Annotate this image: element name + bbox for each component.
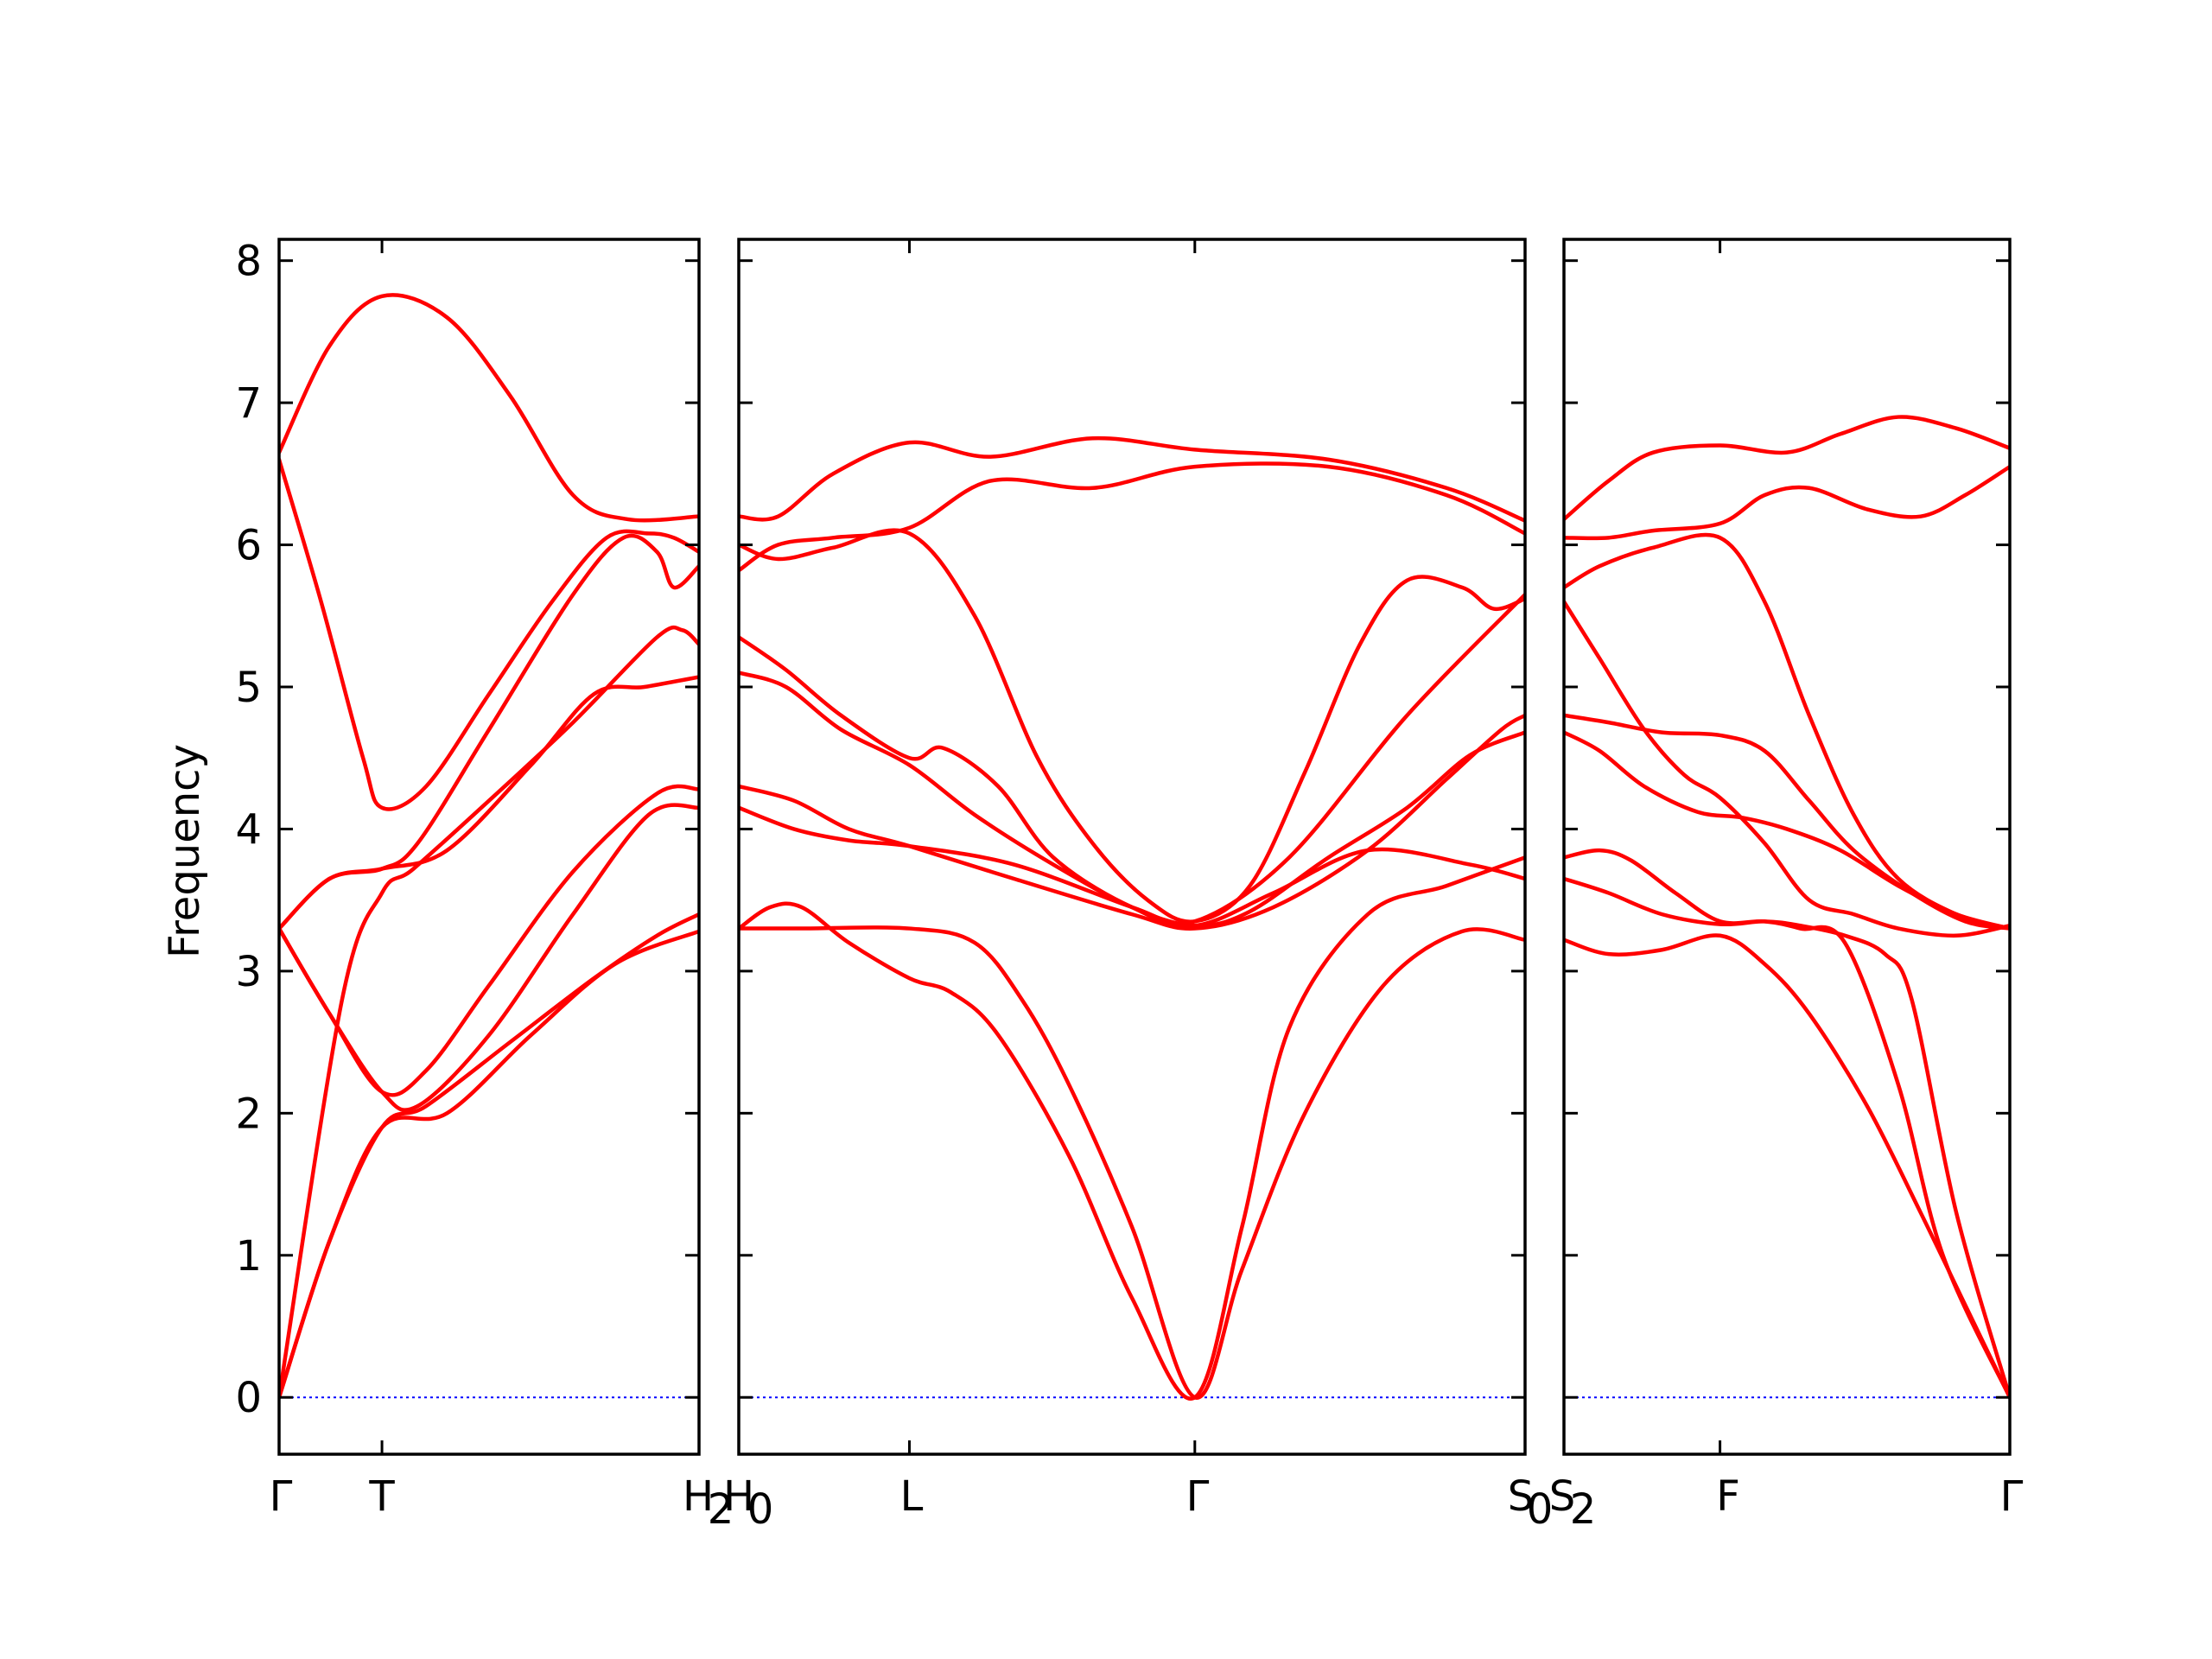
band-line-1 (739, 435, 1525, 523)
band-line-7 (1564, 848, 2010, 1400)
band-line-2 (1564, 464, 2010, 541)
band-line-7 (739, 805, 1525, 928)
y-tick-label: 7 (235, 379, 262, 428)
y-tick-label: 3 (235, 948, 262, 996)
band-line-8 (1564, 876, 2010, 1400)
y-tick-labels: 0 1 2 3 4 5 6 7 8 (235, 238, 262, 1423)
x-tick-label: 0 (1527, 1485, 1554, 1534)
y-tick-label: 4 (235, 805, 262, 854)
band-line-1 (279, 293, 699, 523)
band-line-9 (1564, 933, 2010, 1400)
band-line-5 (279, 625, 699, 1400)
x-tick-label: 0 (747, 1485, 774, 1534)
x-tick-label: 2 (708, 1485, 734, 1534)
band-line-9 (279, 929, 699, 1400)
x-tick-label: H (723, 1472, 754, 1521)
band-line-6 (739, 713, 1525, 931)
x-tick-label: H (683, 1472, 714, 1521)
band-line-3 (739, 528, 1525, 924)
y-tick-label: 5 (235, 664, 262, 712)
panel-3 (1562, 238, 2012, 1456)
band-line-3 (1564, 532, 2010, 931)
band-line-7 (279, 803, 699, 1112)
band-curves (739, 435, 1525, 1401)
y-tick-label: 2 (235, 1090, 262, 1138)
band-line-5 (1564, 713, 2010, 931)
band-curves (1564, 415, 2010, 1400)
band-line-1 (1564, 415, 2010, 522)
x-tick-label: Γ (1186, 1472, 1210, 1521)
band-line-4 (1564, 600, 2010, 938)
band-line-8 (739, 855, 1525, 1401)
y-axis-label: Frequency (161, 744, 209, 958)
band-line-9 (739, 925, 1525, 1400)
x-tick-label: F (1716, 1472, 1740, 1521)
panel-frame (737, 238, 1527, 1456)
x-tick-label: 2 (1570, 1485, 1597, 1534)
band-line-4 (279, 675, 699, 931)
x-tick-label: T (368, 1472, 395, 1521)
y-tick-label: 6 (235, 522, 262, 570)
x-tick-label: Γ (270, 1472, 293, 1521)
panel-frame (277, 238, 701, 1456)
panel-frame (1562, 238, 2012, 1456)
y-tick-label: 0 (235, 1374, 262, 1422)
band-line-3 (279, 533, 699, 931)
panel-2 (737, 238, 1527, 1456)
x-tick-label: Γ (2000, 1472, 2024, 1521)
x-tick-label: L (900, 1472, 924, 1521)
band-line-2 (739, 461, 1525, 573)
band-curves (279, 293, 699, 1400)
band-line-4 (739, 592, 1525, 926)
panel-1 (277, 238, 701, 1456)
band-line-6 (279, 784, 699, 1097)
x-tick-label: S (1508, 1472, 1534, 1521)
band-line-2 (279, 457, 699, 811)
y-tick-label: 1 (235, 1232, 262, 1281)
y-tick-label: 8 (235, 238, 262, 286)
band-line-6 (1564, 730, 2010, 931)
x-tick-label: S (1549, 1472, 1575, 1521)
